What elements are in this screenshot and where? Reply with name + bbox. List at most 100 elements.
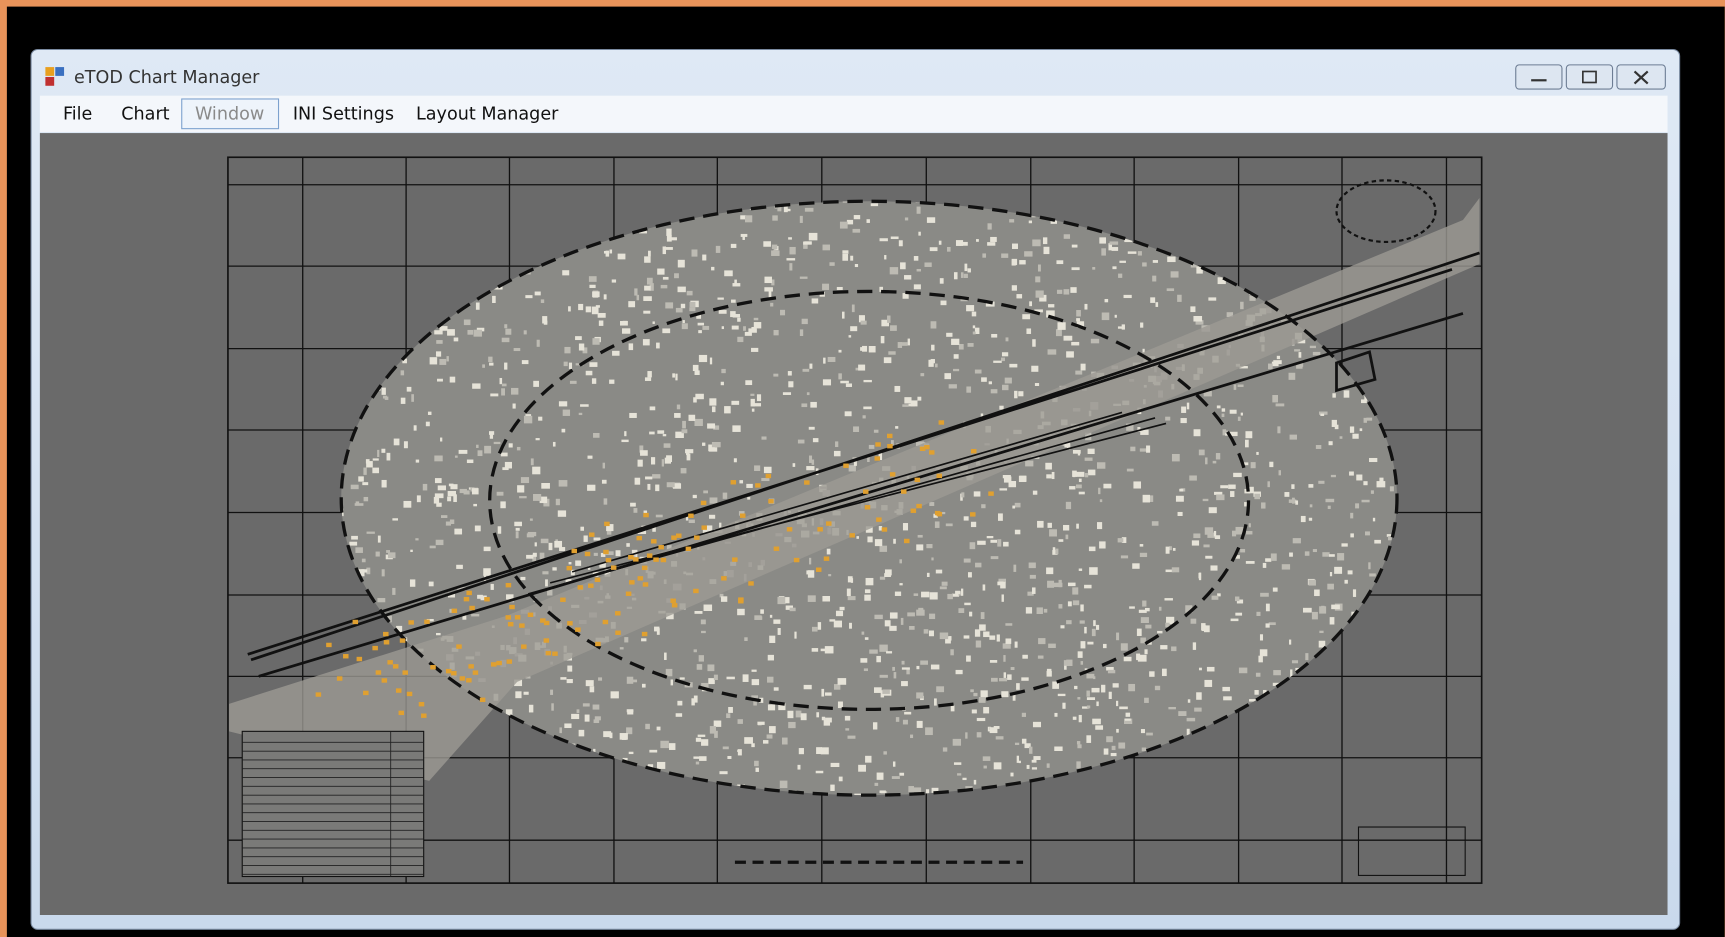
- map-texture: [1284, 492, 1290, 497]
- map-texture: [865, 755, 872, 763]
- map-texture: [1086, 673, 1095, 679]
- map-texture: [1047, 580, 1055, 588]
- map-texture: [548, 542, 553, 551]
- map-texture: [1014, 390, 1018, 399]
- menu-item[interactable]: Layout Manager: [416, 104, 559, 124]
- obstacle-marker: [430, 665, 436, 670]
- map-texture: [953, 354, 959, 359]
- map-texture: [1071, 267, 1080, 271]
- map-texture: [782, 392, 792, 395]
- menu-item[interactable]: INI Settings: [293, 104, 394, 124]
- map-texture: [771, 250, 780, 256]
- map-texture: [1021, 677, 1029, 681]
- map-texture: [429, 357, 438, 365]
- map-texture: [1235, 596, 1240, 602]
- map-texture: [1067, 601, 1072, 607]
- map-texture: [737, 749, 741, 753]
- map-texture: [587, 455, 593, 459]
- obstacle-marker: [625, 591, 632, 596]
- menu-item[interactable]: File: [63, 104, 92, 124]
- map-texture: [1024, 743, 1031, 749]
- map-texture: [760, 609, 764, 614]
- map-texture: [473, 503, 478, 507]
- map-texture: [804, 207, 814, 212]
- map-texture: [677, 700, 683, 706]
- map-texture: [1379, 477, 1384, 485]
- map-texture: [1193, 533, 1201, 539]
- map-texture: [866, 219, 870, 223]
- map-texture: [734, 279, 737, 286]
- map-texture: [864, 589, 871, 594]
- map-texture: [1071, 341, 1080, 346]
- obstacle-marker: [849, 533, 855, 538]
- map-texture: [467, 329, 474, 335]
- obstacle-marker: [874, 456, 881, 461]
- map-texture: [1132, 563, 1140, 569]
- map-texture: [935, 363, 938, 368]
- map-texture: [1144, 607, 1150, 612]
- map-texture: [508, 443, 513, 448]
- menu-item[interactable]: Window: [195, 104, 264, 124]
- obstacle-marker: [886, 433, 893, 439]
- obstacle-marker: [916, 503, 922, 509]
- map-texture: [933, 513, 938, 518]
- map-texture: [593, 719, 600, 724]
- map-texture: [1086, 697, 1096, 701]
- map-texture: [737, 336, 744, 343]
- map-texture: [974, 369, 982, 374]
- map-texture: [1217, 277, 1226, 285]
- obstacle-marker: [326, 642, 332, 648]
- map-texture: [622, 328, 631, 334]
- map-texture: [719, 522, 722, 528]
- map-texture: [652, 321, 655, 324]
- map-texture: [990, 556, 999, 560]
- map-texture: [1064, 662, 1067, 670]
- map-texture: [506, 594, 514, 600]
- map-texture: [365, 459, 370, 464]
- map-texture: [675, 373, 678, 381]
- map-texture: [1205, 457, 1208, 465]
- map-texture: [1146, 445, 1151, 453]
- map-texture: [1198, 667, 1202, 671]
- map-texture: [842, 201, 849, 203]
- map-texture: [1049, 529, 1057, 537]
- map-texture: [1318, 411, 1328, 415]
- map-texture: [1272, 395, 1279, 403]
- minimize-button[interactable]: [1515, 64, 1563, 90]
- map-texture: [550, 689, 554, 695]
- map-texture: [1027, 591, 1034, 596]
- map-texture: [695, 393, 704, 400]
- map-texture: [999, 678, 1008, 682]
- map-texture: [1012, 243, 1018, 249]
- map-texture: [726, 713, 731, 719]
- map-texture: [505, 328, 512, 335]
- map-texture: [990, 389, 998, 394]
- map-texture: [1118, 742, 1126, 749]
- map-texture: [768, 290, 772, 299]
- map-texture: [1190, 618, 1197, 624]
- map-texture: [1057, 693, 1066, 697]
- map-texture: [703, 490, 708, 494]
- map-texture: [1072, 470, 1077, 477]
- obstacle-marker: [336, 676, 343, 681]
- restore-button[interactable]: [1565, 64, 1614, 90]
- map-texture: [589, 284, 596, 289]
- map-texture: [842, 250, 849, 254]
- map-texture: [697, 322, 705, 326]
- map-texture: [737, 317, 741, 322]
- map-texture: [781, 737, 788, 745]
- map-texture: [825, 717, 832, 723]
- map-texture: [715, 245, 721, 253]
- map-texture: [714, 730, 718, 738]
- map-texture: [732, 425, 741, 432]
- obstacle-marker: [826, 521, 832, 526]
- map-texture: [1076, 318, 1080, 322]
- map-texture: [908, 786, 915, 793]
- map-texture: [516, 446, 521, 451]
- menu-item[interactable]: Chart: [121, 104, 169, 124]
- map-texture: [372, 467, 380, 474]
- map-texture: [637, 529, 647, 535]
- map-texture: [917, 396, 922, 401]
- map-texture: [713, 674, 718, 681]
